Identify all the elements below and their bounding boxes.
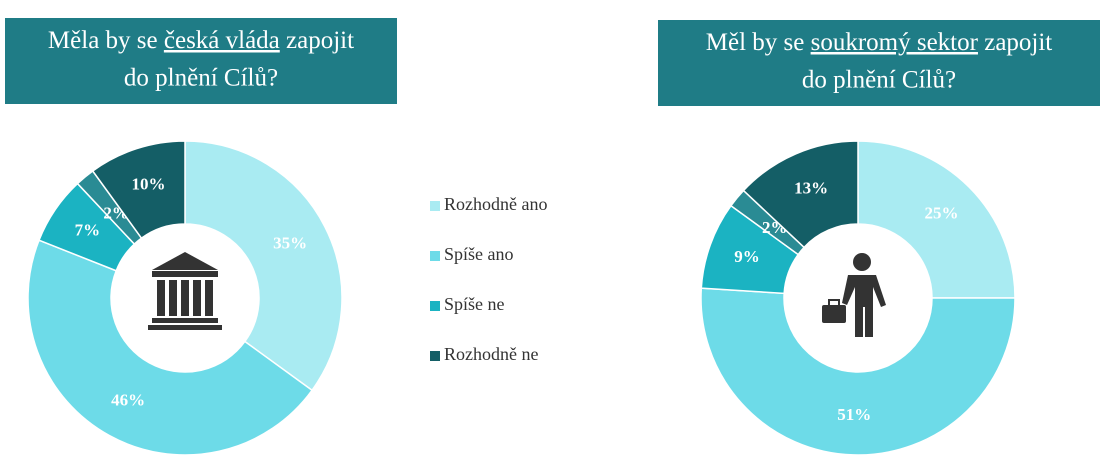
donut-segment	[742, 140, 859, 249]
value-label: 35%	[273, 233, 307, 252]
donut-segment	[27, 239, 314, 455]
donut-segment	[184, 140, 343, 392]
value-label: 7%	[75, 221, 101, 240]
legend-swatch	[430, 201, 440, 211]
legend-swatch	[430, 351, 440, 361]
legend-swatch	[430, 251, 440, 261]
building-icon	[148, 252, 222, 330]
legend-label: Spíše ano	[444, 244, 514, 264]
legend-label: Rozhodně ne	[444, 344, 538, 364]
chart-title-line2: do plnění Cílů?	[124, 65, 278, 92]
legend-label: Spíše ne	[444, 294, 505, 314]
donut-segment	[857, 140, 1016, 299]
title-part: zapojit	[286, 27, 354, 54]
legend-label: Rozhodně ano	[444, 194, 547, 214]
donut-segment	[700, 287, 1016, 455]
title-part: Měl by se	[706, 29, 805, 56]
title-box	[658, 20, 1100, 106]
title-box	[5, 18, 397, 104]
title-part: zapojit	[984, 29, 1052, 56]
donut-segment	[91, 140, 186, 240]
chart-title-line2: do plnění Cílů?	[802, 67, 956, 94]
value-label: 51%	[837, 405, 871, 424]
value-label: 10%	[132, 175, 166, 194]
value-label: 13%	[794, 179, 828, 198]
value-label: 9%	[734, 247, 760, 266]
title-underlined: česká vláda	[164, 27, 280, 54]
chart-title: Měla by se česká vláda zapojit	[48, 27, 354, 54]
value-label: 25%	[924, 203, 958, 222]
value-label: 46%	[111, 390, 145, 409]
title-underlined: soukromý sektor	[811, 29, 979, 56]
title-part: Měla by se	[48, 27, 158, 54]
legend-swatch	[430, 301, 440, 311]
chart-title: Měl by se soukromý sektor zapojit	[706, 29, 1053, 56]
businessman-icon	[822, 253, 886, 337]
